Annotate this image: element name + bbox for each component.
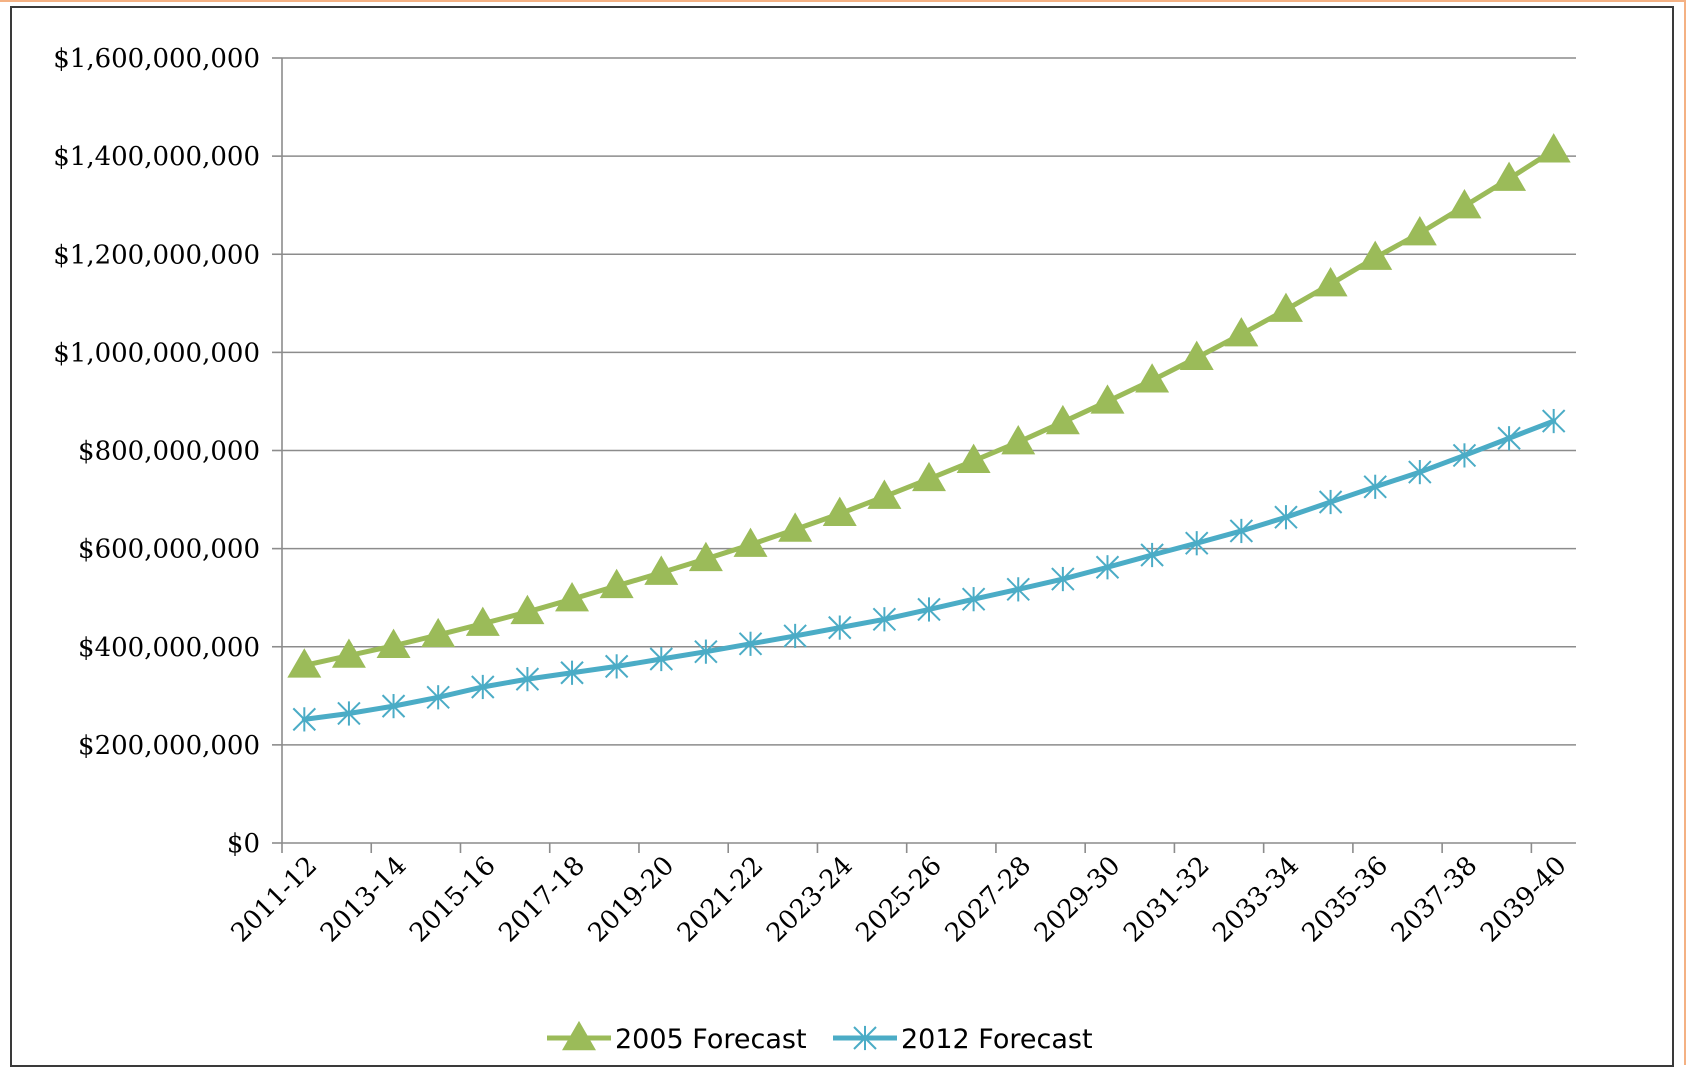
data-point — [1140, 542, 1164, 568]
data-point — [738, 631, 763, 656]
legend-label: 2005 Forecast — [615, 1024, 807, 1055]
data-point — [599, 568, 634, 599]
x-tick-label: 2017-18 — [493, 851, 591, 949]
y-tick-label: $1,400,000,000 — [53, 142, 260, 172]
y-tick-label: $600,000,000 — [78, 535, 260, 565]
data-point — [1274, 505, 1298, 530]
data-point — [694, 639, 718, 664]
data-point — [867, 479, 902, 509]
x-tick-label: 2029-30 — [1029, 851, 1127, 949]
legend-label: 2012 Forecast — [901, 1024, 1093, 1055]
data-point — [1224, 317, 1259, 347]
series-1 — [287, 133, 1571, 678]
x-tick-label: 2013-14 — [315, 851, 413, 949]
data-point — [1001, 425, 1036, 455]
data-point — [426, 685, 450, 710]
data-point — [1006, 577, 1030, 602]
x-tick-label: 2023-24 — [761, 851, 859, 949]
data-point — [783, 623, 807, 649]
series — [287, 133, 1571, 732]
data-point — [331, 638, 366, 668]
data-point — [1541, 408, 1566, 434]
gridlines — [282, 57, 1576, 746]
data-point — [510, 594, 545, 625]
data-point — [292, 707, 317, 732]
x-tick-label: 2037-38 — [1386, 851, 1484, 949]
x-tick-label: 2019-20 — [583, 851, 681, 949]
data-point — [1185, 531, 1209, 556]
data-point — [604, 654, 629, 679]
data-point — [381, 694, 406, 719]
data-point — [961, 587, 986, 612]
data-point — [1318, 489, 1343, 515]
data-point — [917, 597, 941, 622]
x-tick-label: 2027-28 — [940, 851, 1038, 949]
data-point — [1268, 292, 1303, 322]
data-point — [688, 541, 723, 572]
data-point — [1051, 566, 1075, 592]
y-tick-label: $200,000,000 — [78, 731, 260, 761]
legend: 2005 Forecast 2012 Forecast — [547, 1020, 1093, 1055]
series-2 — [292, 408, 1566, 732]
data-point — [1179, 340, 1214, 370]
data-point — [555, 582, 590, 612]
legend-item: 2012 Forecast — [833, 1024, 1093, 1055]
data-point — [560, 660, 584, 685]
data-point — [562, 1020, 596, 1051]
data-point — [828, 615, 852, 640]
data-point — [1229, 518, 1254, 544]
data-point — [1447, 189, 1482, 219]
x-tick-label: 2035-36 — [1297, 851, 1395, 949]
x-tick-label: 2031-32 — [1118, 851, 1216, 949]
data-point — [956, 443, 991, 474]
x-tick-label: 2021-22 — [672, 851, 770, 949]
data-point — [733, 527, 768, 557]
y-tick-label: $800,000,000 — [78, 437, 260, 467]
data-point — [376, 628, 411, 658]
data-point — [465, 606, 500, 636]
series-line — [301, 147, 1557, 668]
data-point — [1497, 426, 1521, 451]
x-tick-label: 2025-26 — [850, 851, 948, 949]
data-point — [1095, 555, 1120, 580]
y-tick-label: $1,600,000,000 — [53, 44, 260, 74]
data-point — [1363, 474, 1387, 499]
data-point — [1492, 161, 1527, 191]
legend-item: 2005 Forecast — [547, 1020, 807, 1055]
data-point — [421, 617, 456, 648]
data-point — [649, 646, 673, 672]
data-point — [853, 1025, 877, 1051]
x-tick-label: 2033-34 — [1207, 851, 1305, 949]
data-point — [515, 667, 540, 692]
data-point — [822, 496, 857, 526]
data-point — [1045, 404, 1080, 435]
data-point — [1402, 216, 1437, 246]
data-point — [872, 607, 897, 632]
line-chart: $0 $200,000,000 $400,000,000 $600,000,000 $8… — [53, 44, 1576, 1055]
y-tick-label: $0 — [227, 829, 260, 859]
data-point — [1452, 443, 1477, 468]
chart-area: $0 $200,000,000 $400,000,000 $600,000,000 $8… — [10, 6, 1674, 1067]
data-point — [912, 461, 946, 492]
data-point — [1090, 384, 1125, 414]
data-point — [1536, 133, 1571, 163]
x-tick-label: 2011-12 — [226, 851, 324, 949]
data-point — [778, 512, 813, 542]
y-tick-label: $400,000,000 — [78, 633, 260, 663]
data-point — [1135, 363, 1170, 393]
data-point — [1313, 267, 1348, 297]
y-tick-label: $1,200,000,000 — [53, 240, 260, 270]
data-point — [337, 701, 361, 726]
x-tick-label: 2039-40 — [1475, 851, 1573, 949]
data-point — [644, 555, 679, 585]
y-tick-label: $1,000,000,000 — [53, 338, 260, 368]
data-point — [1408, 459, 1432, 485]
x-tick-label: 2015-16 — [404, 851, 502, 949]
data-point — [471, 674, 495, 700]
data-point — [1358, 240, 1393, 270]
data-point — [287, 648, 322, 678]
